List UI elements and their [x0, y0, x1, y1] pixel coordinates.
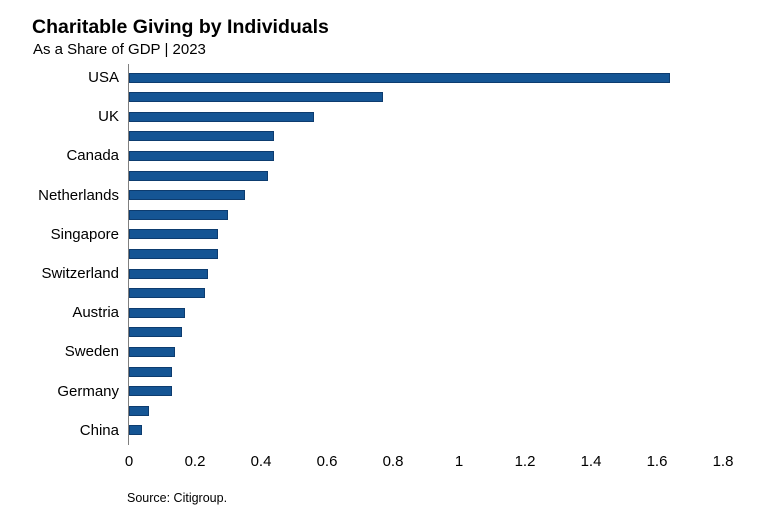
- bar-unlabeled-15: [129, 366, 172, 377]
- x-tick-label-1.6: 1.6: [646, 453, 668, 470]
- category-label-singapore: Singapore: [50, 225, 119, 243]
- bar-unlabeled-1: [129, 92, 384, 103]
- bar-unlabeled-3: [129, 131, 275, 142]
- x-tick-label-0.8: 0.8: [382, 453, 404, 470]
- x-tick-label-0.4: 0.4: [250, 453, 272, 470]
- x-tick-label-1: 1: [454, 453, 464, 470]
- category-label-china: China: [79, 421, 119, 439]
- bar-unlabeled-9: [129, 248, 219, 259]
- bar-singapore: [129, 229, 219, 240]
- bar-unlabeled-5: [129, 170, 268, 181]
- bar-germany: [129, 386, 172, 397]
- category-label-netherlands: Netherlands: [38, 186, 119, 204]
- x-tick-label-0.2: 0.2: [184, 453, 206, 470]
- bar-unlabeled-7: [129, 209, 228, 220]
- category-label-switzerland: Switzerland: [41, 265, 119, 282]
- bar-china: [129, 425, 143, 436]
- category-label-sweden: Sweden: [64, 343, 119, 361]
- source-note: Source: Citigroup.: [127, 491, 228, 505]
- bar-uk: [129, 111, 314, 122]
- bar-unlabeled-11: [129, 288, 205, 299]
- x-tick-label-1.4: 1.4: [580, 453, 602, 470]
- bar-unlabeled-17: [129, 405, 149, 416]
- chart-title: Charitable Giving by Individuals: [32, 16, 329, 38]
- category-label-usa: USA: [88, 69, 119, 86]
- bar-switzerland: [129, 268, 209, 279]
- bar-netherlands: [129, 190, 245, 201]
- bar-sweden: [129, 346, 176, 357]
- bar-canada: [129, 150, 275, 161]
- category-label-germany: Germany: [57, 382, 119, 400]
- category-label-canada: Canada: [66, 147, 119, 165]
- category-label-austria: Austria: [72, 304, 119, 322]
- x-tick-label-0: 0: [124, 453, 134, 470]
- y-axis-line: [127, 64, 129, 445]
- chart-subtitle: As a Share of GDP | 2023: [33, 41, 206, 58]
- x-tick-label-1.8: 1.8: [712, 453, 734, 470]
- bar-austria: [129, 307, 186, 318]
- x-tick-label-1.2: 1.2: [514, 453, 536, 470]
- x-tick-label-0.6: 0.6: [316, 453, 338, 470]
- bar-unlabeled-13: [129, 327, 182, 338]
- category-label-uk: UK: [98, 108, 119, 126]
- bar-usa: [129, 72, 671, 83]
